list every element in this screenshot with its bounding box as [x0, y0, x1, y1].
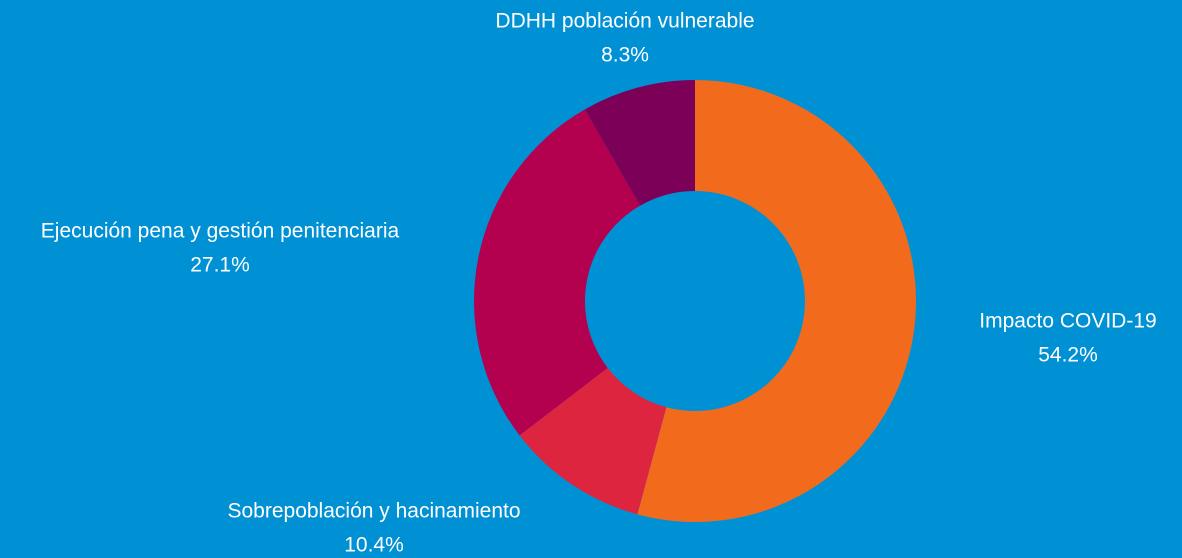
slice-label: Impacto COVID-19 — [979, 310, 1156, 333]
slice-value: 54.2% — [1038, 344, 1098, 367]
slice — [584, 80, 695, 206]
slice-value: 8.3% — [601, 44, 649, 67]
slice — [637, 80, 916, 522]
slice-label: Sobrepoblación y hacinamiento — [227, 500, 520, 523]
slice — [473, 109, 641, 436]
slice-value: 10.4% — [344, 534, 404, 557]
slice-label: Ejecución pena y gestión penitenciaria — [41, 220, 400, 243]
slice-value: 27.1% — [190, 254, 250, 277]
slice-label: DDHH población vulnerable — [495, 10, 754, 33]
slice — [519, 367, 667, 515]
